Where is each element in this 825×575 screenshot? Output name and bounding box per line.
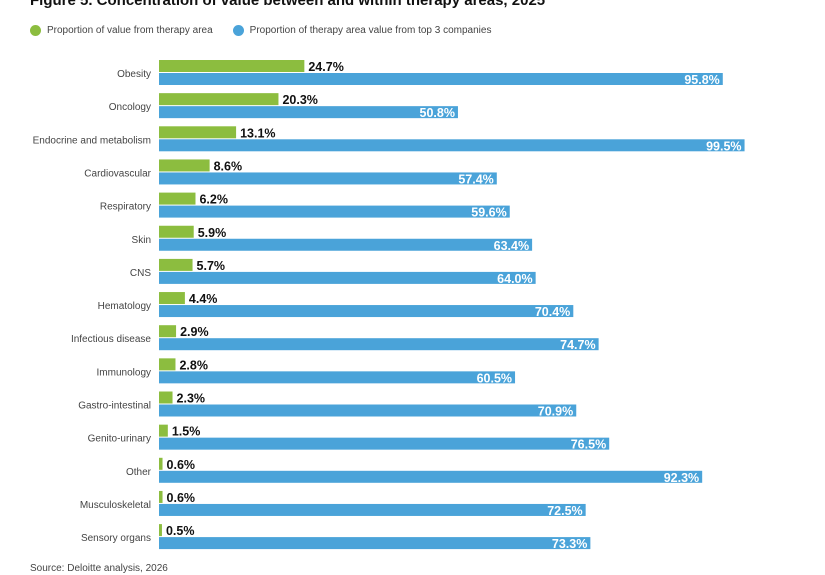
category-label: Immunology [97,367,151,378]
data-label-therapy-area: 5.9% [198,226,227,240]
data-label-top3: 76.5% [571,438,606,452]
category-label: Gastro-intestinal [78,401,151,412]
category-label: Oncology [109,102,151,113]
data-label-top3: 74.7% [560,338,595,352]
data-label-top3: 99.5% [706,139,741,153]
bar-therapy-area [159,93,279,106]
data-label-top3: 70.4% [535,305,570,319]
data-label-therapy-area: 0.5% [166,524,195,538]
category-label: CNS [130,268,151,279]
category-label: Skin [132,235,151,246]
category-label: Endocrine and metabolism [33,135,151,146]
data-label-top3: 72.5% [547,504,582,518]
bar-top3 [159,172,497,185]
category-label: Cardiovascular [84,168,151,179]
data-label-top3: 50.8% [420,106,455,120]
bar-top3 [159,470,703,483]
bar-therapy-area [159,225,194,238]
data-label-therapy-area: 0.6% [167,458,196,472]
bar-therapy-area [159,457,163,470]
category-label: Other [126,467,152,478]
data-label-top3: 60.5% [477,371,512,385]
data-label-therapy-area: 0.6% [167,491,196,505]
chart-legend: Proportion of value from therapy area Pr… [30,25,511,36]
bar-top3 [159,404,577,417]
data-label-therapy-area: 6.2% [199,193,228,207]
data-label-top3: 95.8% [684,73,719,87]
bar-top3 [159,305,574,318]
bar-top3 [159,371,516,384]
bar-therapy-area [159,292,185,305]
bar-therapy-area [159,524,162,537]
data-label-therapy-area: 1.5% [172,425,201,439]
bar-top3 [159,205,510,218]
category-label: Musculoskeletal [80,500,151,511]
source-note: Source: Deloitte analysis, 2026 [30,563,168,574]
bar-therapy-area [159,192,196,205]
category-label: Sensory organs [81,533,151,544]
legend-swatch-green [30,25,41,36]
data-label-top3: 63.4% [494,239,529,253]
legend-swatch-blue [232,25,244,36]
bar-top3 [159,139,745,152]
data-label-therapy-area: 13.1% [240,126,275,140]
bar-top3 [159,271,536,284]
category-label: Infectious disease [71,334,151,345]
data-label-therapy-area: 2.3% [177,392,206,406]
legend-label-therapy-area: Proportion of value from therapy area [47,25,213,36]
bar-top3 [159,106,458,119]
bar-top3 [159,503,586,516]
data-label-therapy-area: 2.8% [179,358,208,372]
legend-item-top3: Proportion of therapy area value from to… [232,25,492,36]
bar-top3 [159,73,723,85]
bar-therapy-area [159,159,210,172]
data-label-therapy-area: 8.6% [214,159,243,173]
bar-therapy-area [159,391,173,404]
data-label-therapy-area: 20.3% [282,93,317,107]
data-label-therapy-area: 24.7% [308,60,343,74]
bar-therapy-area [159,258,193,271]
data-label-top3: 70.9% [538,405,573,419]
category-label: Obesity [117,69,151,80]
data-label-top3: 57.4% [458,172,493,186]
category-label: Respiratory [100,202,151,213]
bar-top3 [159,437,610,450]
bar-top3 [159,238,533,251]
data-label-top3: 92.3% [664,471,699,485]
legend-item-therapy-area: Proportion of value from therapy area [30,25,213,36]
bar-therapy-area [159,60,305,72]
legend-label-top3: Proportion of therapy area value from to… [249,25,492,36]
bar-therapy-area [159,126,237,139]
chart-title: Figure 5. Concentration of value between… [30,0,546,9]
category-label: Genito-urinary [88,434,151,445]
data-label-top3: 59.6% [471,206,506,220]
bar-therapy-area [159,424,168,437]
data-label-therapy-area: 5.7% [197,259,226,273]
data-label-top3: 73.3% [552,537,587,551]
data-label-therapy-area: 2.9% [180,325,209,339]
bar-therapy-area [159,325,177,338]
bar-therapy-area [159,358,176,371]
data-label-top3: 64.0% [497,272,532,286]
bar-top3 [159,537,591,550]
category-label: Hematology [98,301,151,312]
bar-top3 [159,338,599,351]
bar-therapy-area [159,490,163,503]
data-label-therapy-area: 4.4% [189,292,218,306]
